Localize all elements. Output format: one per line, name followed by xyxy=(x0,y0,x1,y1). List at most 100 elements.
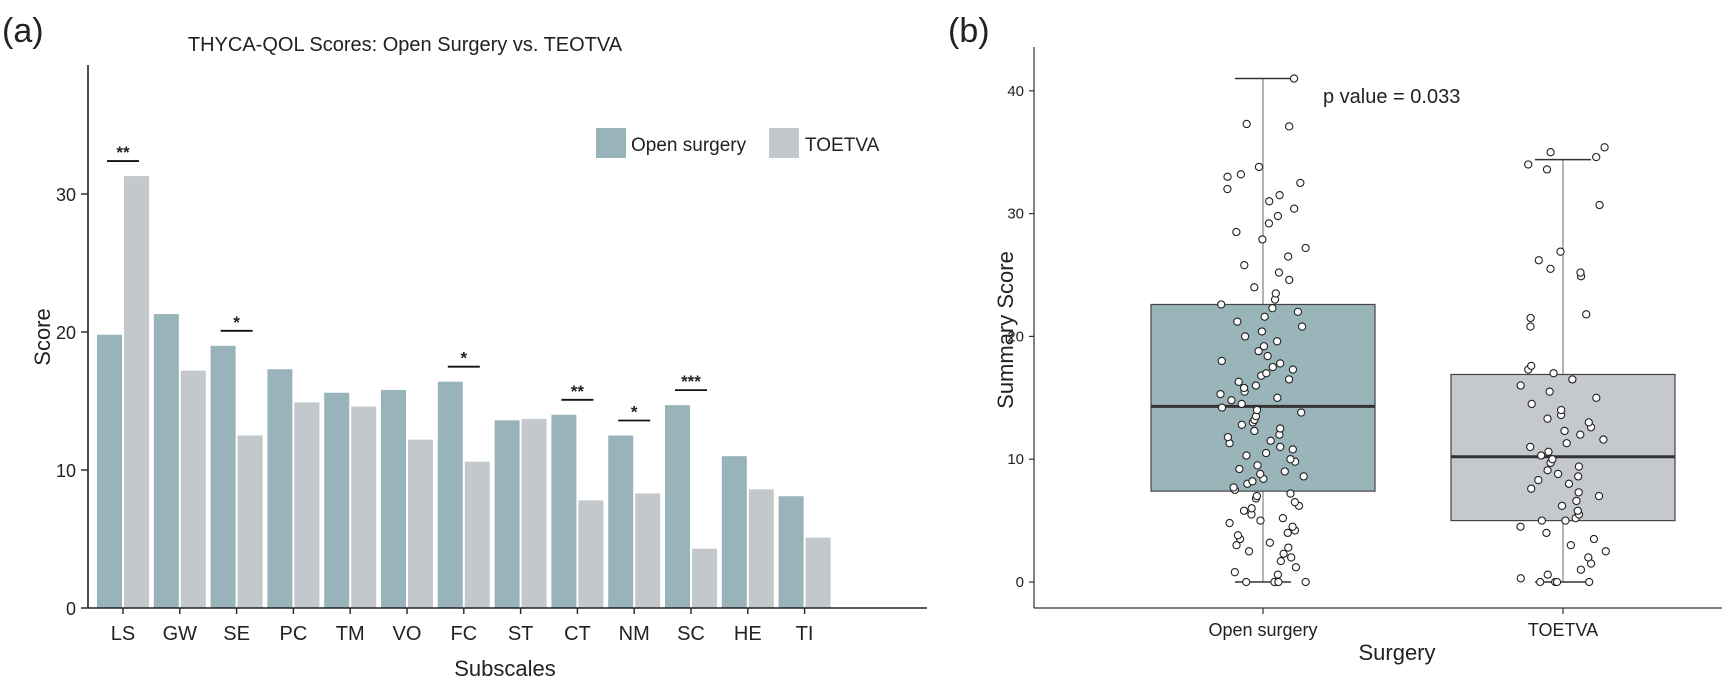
data-point xyxy=(1253,461,1262,470)
bar-open-surgery-pc xyxy=(267,369,293,608)
data-point xyxy=(1524,160,1533,169)
bar-toetva-fc xyxy=(464,461,490,608)
bar-open-surgery-ls xyxy=(97,334,122,608)
data-point xyxy=(1546,264,1555,274)
data-point xyxy=(1227,396,1236,405)
bar-open-surgery-ti xyxy=(778,496,804,608)
data-point xyxy=(1259,342,1269,351)
data-point xyxy=(1516,522,1525,531)
data-point xyxy=(1574,462,1584,471)
data-point xyxy=(1235,464,1244,474)
data-point xyxy=(1232,227,1241,237)
data-point xyxy=(1229,483,1238,492)
x-tick-label-fc: FC xyxy=(450,623,477,645)
y-tick-label: 30 xyxy=(1007,206,1024,223)
data-point xyxy=(1601,547,1610,556)
panel-a-label: (a) xyxy=(2,12,44,50)
x-ticks: Open surgery TOETVA xyxy=(1208,608,1598,640)
bar-open-surgery-gw xyxy=(153,314,179,608)
y-tick-label: 20 xyxy=(56,323,76,343)
bar-open-surgery-fc xyxy=(437,381,463,608)
data-point xyxy=(1273,570,1283,579)
data-point xyxy=(1536,451,1546,460)
data-point xyxy=(1274,268,1284,277)
x-tick-label-toetva: TOETVA xyxy=(1528,620,1598,640)
data-point xyxy=(1594,491,1604,501)
data-point xyxy=(1272,337,1282,346)
data-point xyxy=(1572,496,1581,506)
bar-toetva-st xyxy=(521,418,547,608)
data-point xyxy=(1244,547,1254,556)
data-point xyxy=(1273,211,1283,221)
data-point xyxy=(1526,313,1535,323)
data-point xyxy=(1301,577,1310,587)
data-point xyxy=(1240,332,1250,341)
significance-markers: ********** xyxy=(107,143,707,422)
data-point xyxy=(1574,472,1583,481)
data-point xyxy=(1263,351,1272,361)
y-axis-title: Summary Score xyxy=(993,251,1018,409)
bar-group xyxy=(97,176,831,608)
data-point xyxy=(1240,261,1249,270)
data-point xyxy=(1574,488,1583,497)
x-tick-label-ti: TI xyxy=(796,623,814,645)
data-point xyxy=(1280,467,1289,476)
bar-open-surgery-se xyxy=(210,345,236,608)
bar-toetva-nm xyxy=(635,493,661,608)
data-point xyxy=(1595,200,1604,210)
significance-label-ct: ** xyxy=(571,382,585,401)
x-tick-label-st: ST xyxy=(508,623,534,645)
data-point xyxy=(1557,501,1567,511)
box-plot: 0 10 20 30 40 Open surgery TOETVA p value = 0… xyxy=(993,47,1722,665)
data-point xyxy=(1268,362,1277,372)
data-point xyxy=(1548,455,1557,464)
bar-toetva-pc xyxy=(294,402,320,608)
data-point xyxy=(1275,191,1284,200)
data-point xyxy=(1239,383,1249,393)
data-point xyxy=(1293,307,1303,316)
data-point xyxy=(1261,448,1271,458)
data-point xyxy=(1254,162,1264,172)
data-point xyxy=(1285,275,1294,285)
bar-toetva-ct xyxy=(578,500,604,608)
data-point xyxy=(1534,475,1543,485)
data-point xyxy=(1274,577,1283,587)
data-point xyxy=(1256,516,1265,525)
y-tick-label: 20 xyxy=(1007,328,1024,345)
data-point xyxy=(1543,570,1552,579)
data-point xyxy=(1582,310,1591,319)
legend-swatch-open-surgery xyxy=(596,128,626,158)
data-point xyxy=(1276,424,1285,433)
x-tick-label-vo: VO xyxy=(393,623,422,645)
data-point xyxy=(1216,389,1225,399)
data-point xyxy=(1247,504,1256,513)
x-tick-label-pc: PC xyxy=(280,623,308,645)
data-point xyxy=(1286,489,1295,498)
data-point xyxy=(1561,516,1570,525)
data-point xyxy=(1566,541,1576,550)
data-point xyxy=(1275,359,1285,368)
data-point xyxy=(1289,74,1299,83)
data-point xyxy=(1288,522,1297,531)
data-point xyxy=(1266,436,1275,445)
data-point xyxy=(1560,426,1569,436)
data-point xyxy=(1237,399,1246,409)
bar-toetva-tm xyxy=(351,406,377,608)
y-tick-label: 30 xyxy=(56,185,76,205)
data-point xyxy=(1273,393,1282,402)
data-point xyxy=(1257,327,1267,336)
data-point xyxy=(1542,165,1552,174)
data-point xyxy=(1262,369,1271,378)
data-point xyxy=(1284,375,1294,384)
data-point xyxy=(1252,491,1262,501)
bar-open-surgery-he xyxy=(721,456,747,608)
data-point xyxy=(1542,528,1551,538)
box-toetva xyxy=(1450,373,1676,522)
data-point xyxy=(1301,243,1310,253)
data-point xyxy=(1291,563,1301,572)
y-tick-label: 0 xyxy=(66,599,76,619)
data-point xyxy=(1599,435,1608,444)
legend-label-open-surgery: Open surgery xyxy=(631,135,747,156)
data-point xyxy=(1584,418,1593,427)
significance-label-sc: *** xyxy=(681,372,701,391)
